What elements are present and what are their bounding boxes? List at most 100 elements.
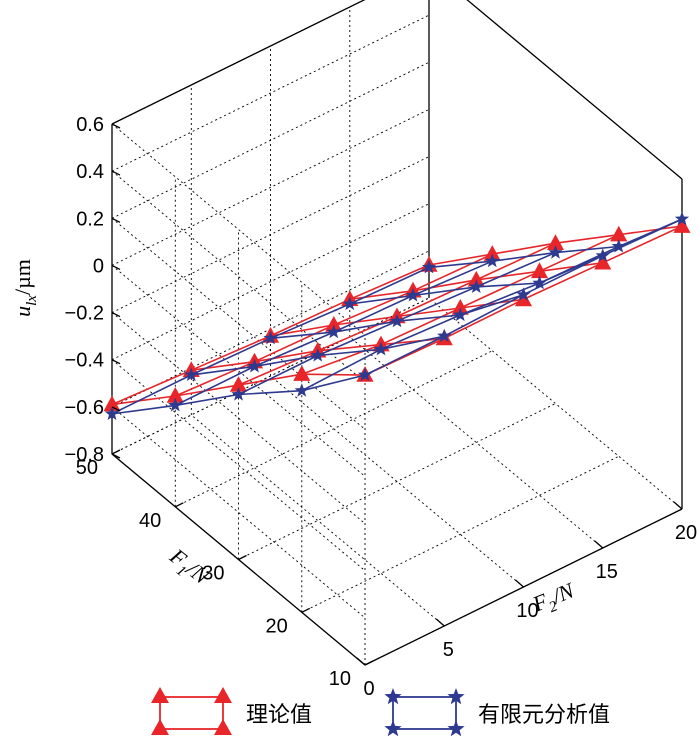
series-point (515, 290, 532, 307)
series-point (485, 253, 500, 268)
series-point (453, 307, 468, 322)
axis-edge (466, 0, 683, 180)
f2-tick (435, 618, 445, 627)
f2-tick-label: 5 (443, 639, 454, 661)
f2-tick (673, 501, 683, 510)
series-layer (103, 211, 691, 420)
grid-line (111, 14, 430, 172)
series-point (168, 397, 183, 412)
z-tick (111, 170, 121, 176)
f2-tick (594, 540, 604, 549)
z-tick (111, 359, 121, 365)
series-point (263, 330, 278, 345)
z-tick-label: −0.4 (65, 350, 104, 372)
series-point (389, 313, 405, 328)
axes-layer (111, 0, 683, 666)
grid-line (175, 350, 493, 508)
z-axis-label: ulx/µm (10, 259, 40, 317)
legend-item-fea: 有限元分析值 (384, 688, 610, 737)
legend-fea-marker (447, 720, 465, 737)
series-point (532, 275, 547, 290)
f1-tick (175, 502, 184, 508)
series-point (373, 341, 389, 356)
legend-theory-marker (151, 687, 169, 703)
series-point (469, 279, 484, 293)
series-point (326, 324, 341, 339)
series-point (103, 395, 121, 412)
series-point (421, 259, 437, 274)
series-point (247, 358, 262, 373)
z-tick-label: −0.8 (65, 444, 104, 466)
f1-tick (364, 660, 374, 666)
series-point (611, 239, 626, 253)
f2-tick (356, 657, 366, 666)
f1-tick (238, 554, 247, 561)
z-tick (111, 453, 121, 459)
series-point (610, 225, 628, 242)
series-point (405, 288, 421, 302)
series-point (437, 328, 452, 343)
f1-tick-label: 10 (329, 668, 351, 690)
series-point (184, 367, 199, 381)
grid-line (301, 455, 619, 613)
series-point (342, 296, 357, 311)
series-point (483, 245, 501, 261)
axis-edge (111, 0, 366, 125)
legend-fea-swatch (392, 696, 457, 730)
series-point (531, 262, 548, 279)
ticks-layer: 0.6 0.4 0.2 0 −0.2 −0.4 −0.6 −0.850 40 30 20 10 0 5 10… (65, 114, 698, 700)
z-tick (111, 264, 121, 270)
z-tick-label: 0 (93, 255, 104, 277)
z-tick-label: 0.6 (76, 114, 104, 136)
grid-line (111, 108, 430, 266)
f1-tick (301, 607, 311, 613)
z-tick-label: 0.4 (76, 161, 104, 183)
f1-tick-label: 50 (76, 457, 98, 479)
legend-theory-marker (214, 687, 232, 703)
grid-line (191, 414, 445, 627)
series-point (294, 383, 309, 397)
series-point (467, 270, 485, 287)
series-point (293, 365, 311, 381)
series-point (548, 245, 563, 259)
z-axis-label-main: u (10, 306, 35, 317)
f1-axis-label: F1/N (162, 543, 215, 594)
f1-tick-label: 20 (266, 615, 288, 637)
series-point (231, 387, 246, 401)
grid-line (111, 203, 430, 361)
legend-fea-marker (384, 688, 402, 705)
z-axis-label-sub: lx (24, 295, 40, 306)
z-axis-label-unit: /µm (10, 259, 35, 295)
z-tick-label: −0.2 (65, 303, 104, 325)
series-point (516, 287, 531, 301)
legend-fea-label: 有限元分析值 (478, 703, 610, 728)
series-point (547, 234, 564, 250)
legend-theory-marker (214, 719, 232, 735)
f1-tick-label: 30 (202, 563, 224, 585)
f2-tick-label: 10 (516, 600, 538, 622)
f1-tick-label: 40 (139, 510, 161, 532)
grid-line (238, 403, 556, 560)
legend-item-theory: 理论值 (151, 687, 312, 735)
series-point (674, 211, 690, 226)
z-tick (111, 123, 121, 129)
f2-tick (515, 579, 524, 588)
legend-fea-marker (447, 688, 465, 705)
series-point (229, 376, 248, 392)
f2-tick-label: 0 (363, 678, 374, 700)
grid-line (111, 297, 430, 455)
legend-fea-marker (384, 720, 402, 737)
series-point (594, 253, 612, 270)
f2-tick-label: 15 (596, 561, 618, 583)
z-tick (111, 406, 121, 412)
series-point (166, 387, 184, 403)
series-point (104, 406, 120, 420)
legend-theory-marker (151, 719, 169, 735)
f2-tick-label: 20 (675, 522, 697, 544)
legend: 理论值 有限元分析值 (151, 687, 610, 737)
legend-theory-label: 理论值 (246, 703, 312, 728)
series-point (595, 248, 610, 262)
z-tick (111, 312, 121, 318)
series-point (310, 348, 325, 362)
